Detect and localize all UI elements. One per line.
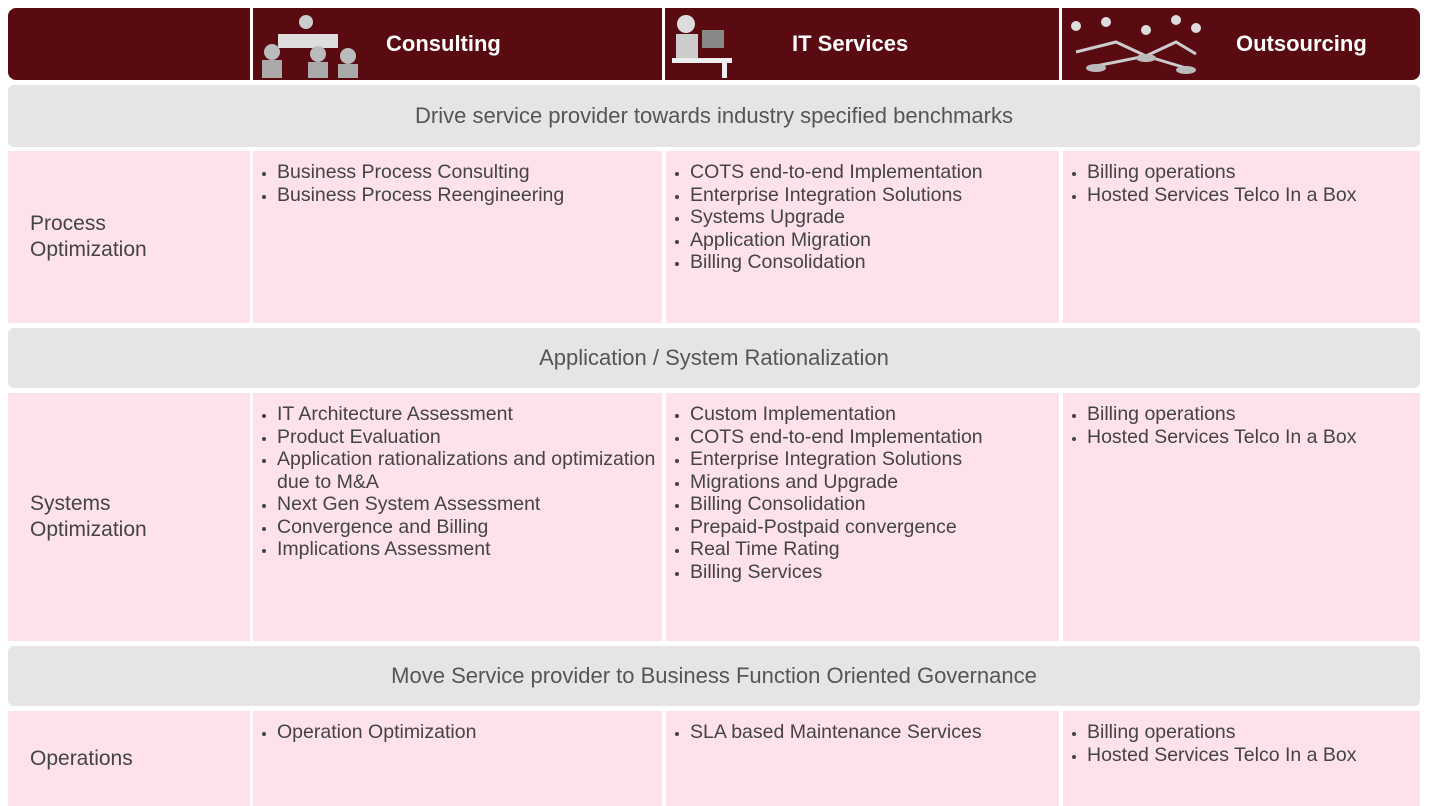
- bullet-item: Hosted Services Telco In a Box: [1087, 184, 1414, 207]
- bullet-item: Billing operations: [1087, 721, 1414, 744]
- outsourcing-icon: [1071, 15, 1201, 74]
- bullet-item: Systems Upgrade: [690, 206, 1053, 229]
- cell: Operation Optimization: [253, 711, 662, 806]
- bullet-item: SLA based Maintenance Services: [690, 721, 1053, 744]
- bullet-item: Hosted Services Telco In a Box: [1087, 744, 1414, 767]
- column-header: IT Services: [792, 31, 909, 56]
- bullet-list: IT Architecture AssessmentProduct Evalua…: [253, 403, 656, 561]
- row-label: Process Optimization: [8, 151, 250, 323]
- consulting-icon: [262, 15, 358, 78]
- bullet-item: Convergence and Billing: [277, 516, 656, 539]
- bullet-list: COTS end-to-end ImplementationEnterprise…: [666, 161, 1053, 274]
- cell: SLA based Maintenance Services: [666, 711, 1059, 806]
- section-banner: Application / System Rationalization: [8, 328, 1420, 388]
- cell: COTS end-to-end ImplementationEnterprise…: [666, 151, 1059, 323]
- separator: [1059, 8, 1062, 80]
- bullet-list: Business Process ConsultingBusiness Proc…: [253, 161, 656, 206]
- bullet-item: Enterprise Integration Solutions: [690, 448, 1053, 471]
- bullet-item: Billing Consolidation: [690, 493, 1053, 516]
- bullet-list: Custom ImplementationCOTS end-to-end Imp…: [666, 403, 1053, 583]
- column-header: Consulting: [386, 31, 501, 56]
- bullet-item: Hosted Services Telco In a Box: [1087, 426, 1414, 449]
- bullet-item: Application Migration: [690, 229, 1053, 252]
- cell: Business Process ConsultingBusiness Proc…: [253, 151, 662, 323]
- cell: Billing operationsHosted Services Telco …: [1063, 393, 1420, 641]
- bullet-item: Implications Assessment: [277, 538, 656, 561]
- bullet-item: Next Gen System Assessment: [277, 493, 656, 516]
- cell: Billing operationsHosted Services Telco …: [1063, 711, 1420, 806]
- it-services-icon: [672, 15, 732, 78]
- section-banner: Drive service provider towards industry …: [8, 85, 1420, 147]
- cell: Custom ImplementationCOTS end-to-end Imp…: [666, 393, 1059, 641]
- bullet-item: Prepaid-Postpaid convergence: [690, 516, 1053, 539]
- cell: Billing operationsHosted Services Telco …: [1063, 151, 1420, 323]
- bullet-item: COTS end-to-end Implementation: [690, 161, 1053, 184]
- row-label: Systems Optimization: [8, 393, 250, 641]
- bullet-item: Billing operations: [1087, 161, 1414, 184]
- bullet-list: Billing operationsHosted Services Telco …: [1063, 403, 1414, 448]
- bullet-item: Billing operations: [1087, 403, 1414, 426]
- bullet-item: Real Time Rating: [690, 538, 1053, 561]
- bullet-item: Custom Implementation: [690, 403, 1053, 426]
- bullet-list: Billing operationsHosted Services Telco …: [1063, 161, 1414, 206]
- bullet-item: Billing Services: [690, 561, 1053, 584]
- bullet-item: Business Process Reengineering: [277, 184, 656, 207]
- separator: [250, 8, 253, 80]
- separator: [662, 8, 665, 80]
- bullet-item: Billing Consolidation: [690, 251, 1053, 274]
- row-label-text: Systems Optimization: [30, 492, 147, 541]
- bullet-item: Business Process Consulting: [277, 161, 656, 184]
- bullet-list: SLA based Maintenance Services: [666, 721, 1053, 744]
- column-header: Outsourcing: [1236, 31, 1367, 56]
- row-label: Operations: [8, 711, 250, 806]
- bullet-item: Operation Optimization: [277, 721, 656, 744]
- row-label-text: Operations: [30, 746, 133, 770]
- cell: IT Architecture AssessmentProduct Evalua…: [253, 393, 662, 641]
- bullet-list: Operation Optimization: [253, 721, 656, 744]
- section-banner: Move Service provider to Business Functi…: [8, 646, 1420, 706]
- bullet-item: Application rationalizations and optimiz…: [277, 448, 656, 493]
- bullet-item: COTS end-to-end Implementation: [690, 426, 1053, 449]
- bullet-item: Migrations and Upgrade: [690, 471, 1053, 494]
- bullet-item: IT Architecture Assessment: [277, 403, 656, 426]
- bullet-item: Product Evaluation: [277, 426, 656, 449]
- bullet-item: Enterprise Integration Solutions: [690, 184, 1053, 207]
- bullet-list: Billing operationsHosted Services Telco …: [1063, 721, 1414, 766]
- row-label-text: Process Optimization: [30, 212, 147, 261]
